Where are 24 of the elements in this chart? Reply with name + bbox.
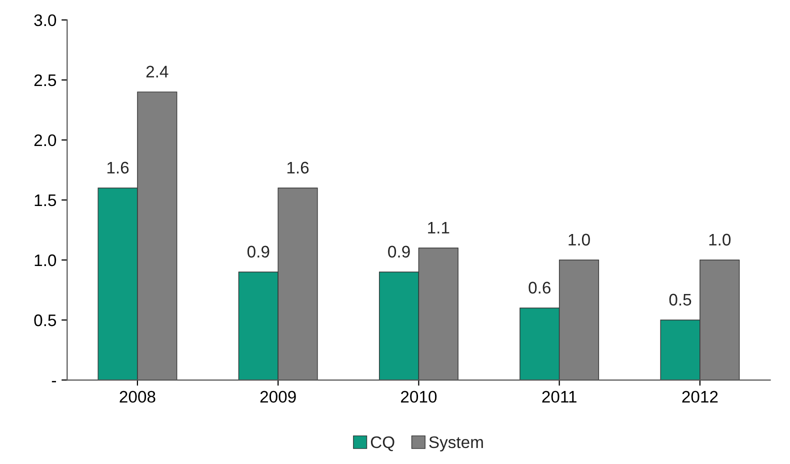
- y-tick-label: 1.5: [34, 194, 56, 206]
- data-label: 0.9: [247, 246, 270, 258]
- y-tick-label: 2.0: [34, 134, 56, 146]
- x-tick-label: 2008: [120, 390, 156, 403]
- data-label: 1.6: [287, 162, 309, 174]
- legend-label: CQ: [370, 436, 394, 452]
- data-label: 0.9: [388, 246, 410, 258]
- y-tick-label: 2.5: [34, 74, 56, 86]
- data-label: 1.6: [107, 162, 129, 174]
- y-tick-label: 0.5: [34, 314, 56, 326]
- data-label: 1.0: [568, 234, 590, 246]
- legend-label: System: [429, 436, 483, 452]
- x-tick-label: 2011: [542, 390, 576, 403]
- data-label: 0.5: [669, 294, 692, 306]
- data-label: 1.0: [709, 234, 731, 246]
- y-tick-label: -: [52, 380, 56, 382]
- x-tick-label: 2012: [682, 390, 718, 403]
- y-tick-label: 3.0: [34, 14, 56, 26]
- data-label: 1.1: [428, 222, 450, 234]
- y-tick-label: 1.0: [34, 254, 56, 266]
- data-label: 2.4: [146, 66, 168, 78]
- x-tick-label: 2010: [401, 390, 437, 403]
- x-tick-label: 2009: [260, 390, 296, 403]
- data-label: 0.6: [528, 282, 550, 294]
